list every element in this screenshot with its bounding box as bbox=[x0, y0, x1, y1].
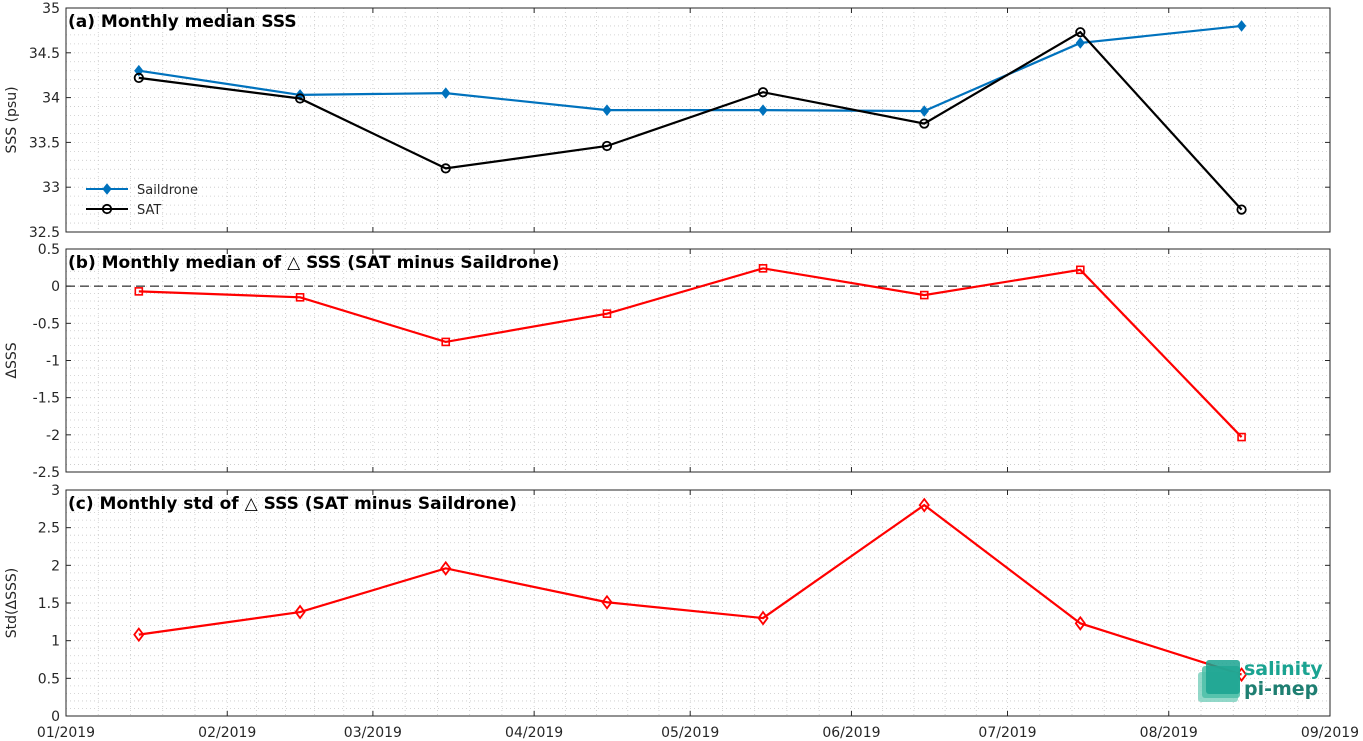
x-tick-label: 03/2019 bbox=[344, 725, 402, 741]
y-tick-label: 34 bbox=[42, 91, 60, 107]
data-point bbox=[134, 287, 144, 296]
series-line bbox=[138, 30, 1243, 211]
y-tick-labels: 0 0.5 1 1.5 2 2.5 3 bbox=[38, 483, 60, 725]
data-point bbox=[441, 87, 451, 99]
data-point bbox=[440, 560, 452, 576]
x-tick-labels: 01/2019 02/2019 03/2019 04/2019 05/2019 06/20… bbox=[37, 725, 1359, 741]
minor-grid bbox=[66, 249, 1330, 472]
series-line bbox=[138, 24, 1242, 113]
x-tick-label: 09/2019 bbox=[1301, 725, 1359, 741]
data-point bbox=[441, 337, 451, 347]
y-tick-labels: -2.5 -2 -1.5 -1 -0.5 0 0.5 bbox=[33, 242, 60, 481]
y-tick-label: 0 bbox=[51, 279, 60, 295]
data-point bbox=[102, 183, 112, 195]
axis-ticks bbox=[65, 248, 1331, 473]
y-tick-label: 2.5 bbox=[38, 521, 60, 537]
x-tick-label: 02/2019 bbox=[198, 725, 256, 741]
data-point bbox=[133, 72, 144, 83]
data-point bbox=[919, 118, 930, 129]
x-tick-label: 01/2019 bbox=[37, 725, 95, 741]
data-point bbox=[918, 497, 930, 513]
data-point bbox=[101, 203, 113, 215]
y-tick-label: -2 bbox=[46, 428, 60, 444]
series-line-0 bbox=[134, 264, 1246, 442]
minor-grid bbox=[66, 8, 1330, 232]
data-point bbox=[1236, 204, 1247, 215]
x-tick-label: 07/2019 bbox=[978, 725, 1036, 741]
x-tick-label: 08/2019 bbox=[1140, 725, 1198, 741]
y-tick-label: 0 bbox=[51, 709, 60, 725]
data-point bbox=[1076, 265, 1085, 275]
x-tick-label: 06/2019 bbox=[822, 725, 880, 741]
data-point bbox=[133, 627, 145, 643]
data-point bbox=[602, 309, 612, 318]
series-line bbox=[138, 267, 1243, 438]
y-tick-label: 2 bbox=[51, 558, 60, 574]
data-point bbox=[1074, 615, 1086, 631]
data-point bbox=[601, 594, 613, 610]
y-tick-label: 34.5 bbox=[29, 46, 60, 62]
y-tick-label: 0.5 bbox=[38, 242, 60, 258]
legend: Saildrone SAT bbox=[86, 183, 198, 218]
data-point bbox=[1237, 432, 1246, 442]
panel-title: (c) Monthly std of △ SSS (SAT minus Sail… bbox=[68, 494, 517, 514]
y-tick-label: -0.5 bbox=[33, 316, 60, 332]
y-axis-label: Std(ΔSSS) bbox=[4, 568, 20, 638]
legend-label: Saildrone bbox=[137, 183, 198, 198]
plot-area bbox=[66, 8, 1330, 232]
series-line bbox=[138, 503, 1242, 676]
y-tick-label: 33.5 bbox=[29, 135, 60, 151]
data-point bbox=[294, 93, 306, 104]
data-point bbox=[758, 264, 768, 273]
minor-grid bbox=[66, 490, 1330, 716]
y-tick-label: 1.5 bbox=[38, 596, 60, 612]
data-point bbox=[919, 290, 929, 300]
data-point bbox=[601, 140, 613, 152]
panel-b: -2.5 -2 -1.5 -1 -0.5 0 0.5 ΔSSS (b) Monthly medi… bbox=[4, 242, 1331, 481]
data-point bbox=[1075, 37, 1085, 49]
logo-text-line1: salinity bbox=[1244, 658, 1323, 680]
y-tick-label: 3 bbox=[51, 483, 60, 499]
data-point bbox=[1236, 20, 1247, 32]
y-tick-label: -2.5 bbox=[33, 465, 60, 481]
y-tick-label: -1.5 bbox=[33, 391, 60, 407]
data-point bbox=[757, 610, 769, 626]
data-point bbox=[758, 104, 768, 116]
y-tick-labels: 32.5 33 33.5 34 34.5 35 bbox=[29, 1, 60, 241]
data-point bbox=[295, 293, 305, 302]
x-tick-label: 04/2019 bbox=[505, 725, 563, 741]
axis-ticks bbox=[65, 7, 1331, 233]
panel-c: 0 0.5 1 1.5 2 2.5 3 Std(ΔSSS) (c) Monthly std of… bbox=[4, 483, 1331, 725]
legend-label: SAT bbox=[137, 203, 161, 218]
axis-ticks bbox=[65, 489, 1331, 717]
data-point bbox=[440, 163, 451, 174]
y-axis-label: SSS (psu) bbox=[4, 86, 20, 153]
data-point bbox=[294, 604, 306, 620]
y-tick-label: 1 bbox=[51, 634, 60, 650]
logo-mark bbox=[1206, 660, 1240, 694]
series-sat bbox=[133, 27, 1247, 215]
panel-a: 32.5 33 33.5 34 34.5 35 SSS (psu) (a) Monthly m… bbox=[4, 1, 1331, 241]
data-point bbox=[757, 87, 769, 98]
panel-title: (a) Monthly median SSS bbox=[68, 12, 297, 32]
y-axis-label: ΔSSS bbox=[4, 342, 20, 378]
logo-text-line2: pi-mep bbox=[1244, 678, 1318, 700]
y-tick-label: -1 bbox=[46, 354, 60, 370]
data-point bbox=[919, 105, 929, 117]
y-tick-label: 32.5 bbox=[29, 225, 60, 241]
y-tick-label: 0.5 bbox=[38, 671, 60, 687]
panel-title: (b) Monthly median of △ SSS (SAT minus S… bbox=[68, 253, 559, 273]
data-point bbox=[602, 104, 612, 116]
y-tick-label: 33 bbox=[42, 180, 60, 196]
data-point bbox=[1075, 27, 1086, 38]
axes-frame bbox=[65, 7, 1331, 233]
y-tick-label: 35 bbox=[42, 1, 60, 17]
x-tick-label: 05/2019 bbox=[661, 725, 719, 741]
